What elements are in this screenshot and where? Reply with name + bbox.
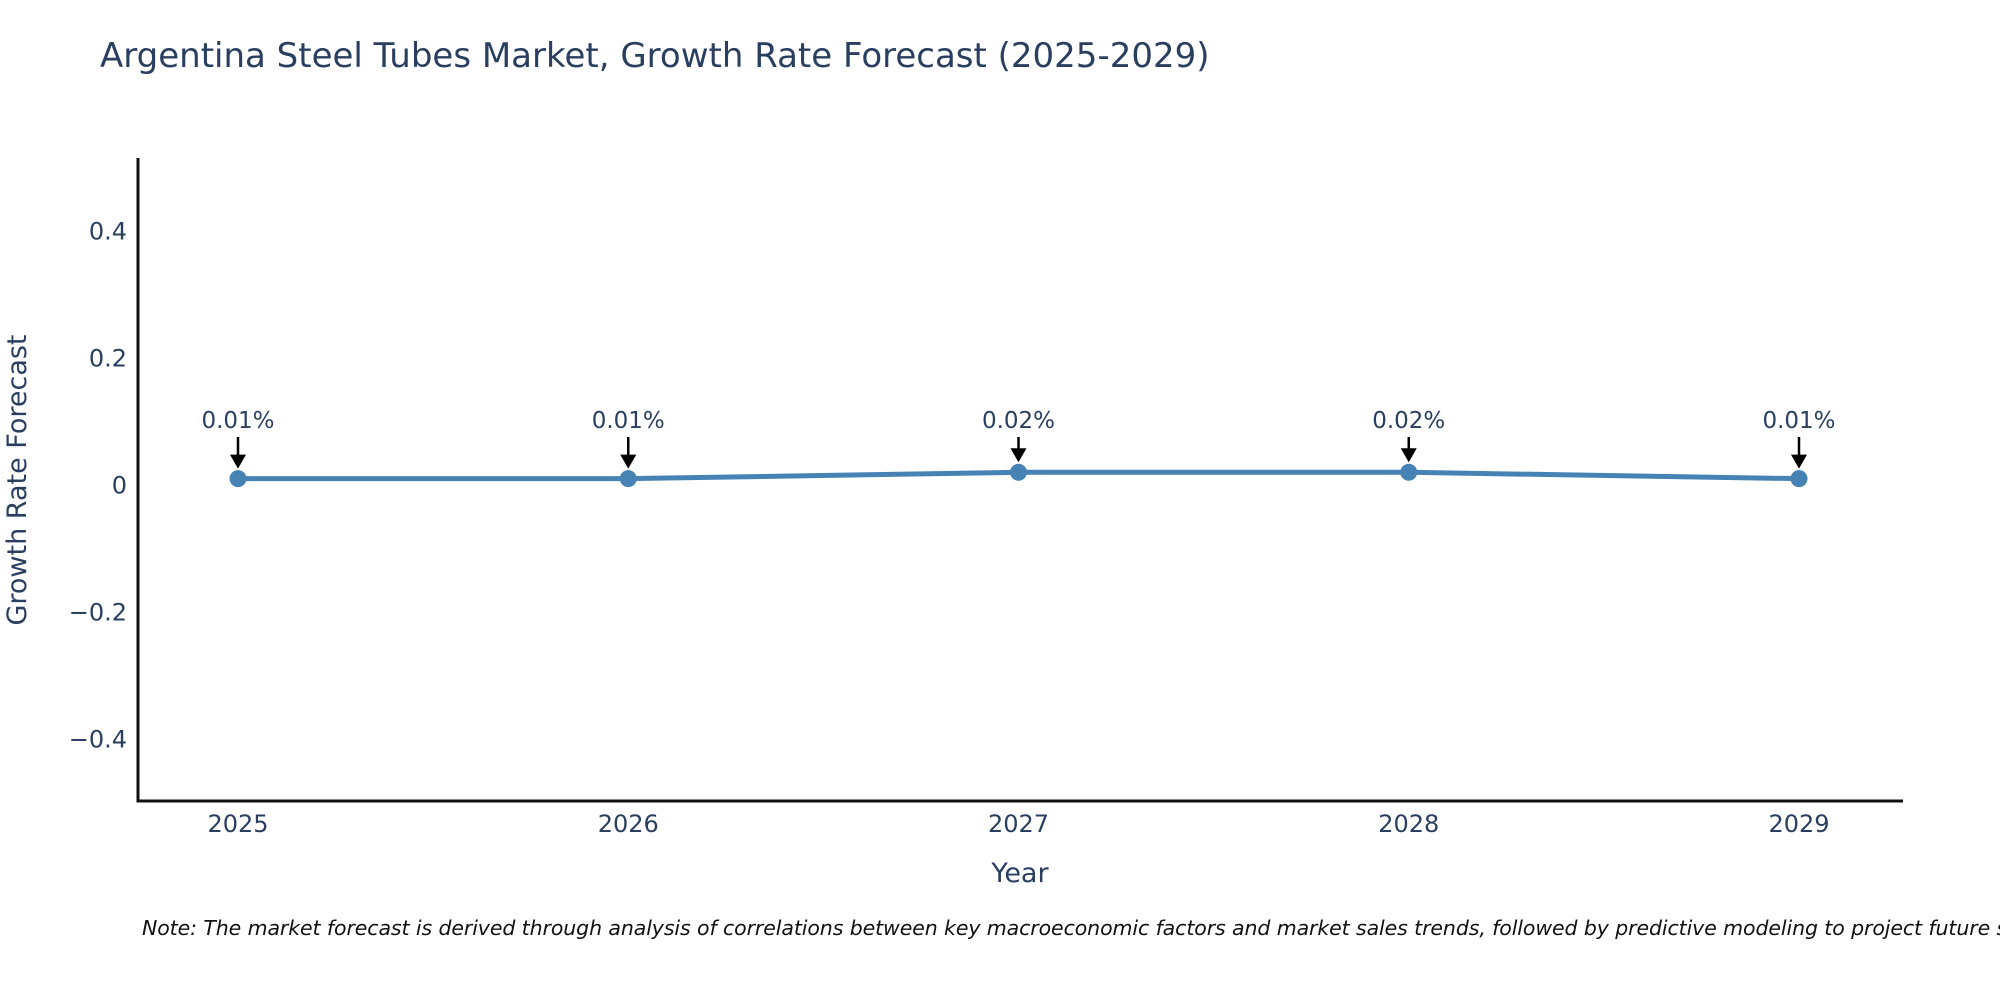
y-tick-label: 0: [112, 472, 127, 500]
y-axis-title: Growth Rate Forecast: [2, 334, 33, 625]
x-tick-label: 2029: [1768, 810, 1829, 838]
annotation-arrowhead-icon: [1791, 454, 1807, 469]
annotation-label: 0.01%: [201, 408, 274, 434]
data-point-markers: [229, 463, 1808, 488]
y-tick-label: −0.4: [69, 726, 127, 754]
annotation-label: 0.01%: [592, 408, 665, 434]
x-tick-label: 2026: [598, 810, 659, 838]
annotation-label: 0.02%: [982, 408, 1055, 434]
data-point-marker: [1010, 463, 1027, 481]
annotations: 0.01% 0.01% 0.02% 0.02% 0.01%: [201, 408, 1836, 469]
annotation-arrowhead-icon: [1010, 448, 1027, 463]
y-axis-tick-labels: 0.4 0.2 0 −0.2 −0.4: [69, 218, 127, 754]
data-point-marker: [619, 470, 637, 488]
data-point-marker: [1790, 470, 1808, 488]
annotation-arrowhead-icon: [620, 454, 637, 469]
y-tick-label: −0.2: [69, 599, 127, 627]
annotation-arrowhead-icon: [230, 454, 246, 469]
annotation-label: 0.02%: [1372, 408, 1445, 434]
x-axis-title: Year: [990, 858, 1049, 889]
y-tick-label: 0.2: [89, 345, 127, 373]
data-point-marker: [229, 470, 247, 488]
annotation-label: 0.01%: [1762, 408, 1835, 434]
x-tick-label: 2025: [207, 810, 268, 838]
data-point-marker: [1400, 463, 1418, 481]
x-tick-label: 2027: [988, 810, 1049, 838]
annotation-arrowhead-icon: [1400, 448, 1417, 463]
footnote: Note: The market forecast is derived thr…: [142, 916, 2000, 940]
x-tick-label: 2028: [1378, 810, 1439, 838]
x-axis-tick-labels: 2025 2026 2027 2028 2029: [207, 810, 1829, 838]
y-tick-label: 0.4: [89, 218, 127, 246]
chart-title: Argentina Steel Tubes Market, Growth Rat…: [100, 36, 1210, 76]
